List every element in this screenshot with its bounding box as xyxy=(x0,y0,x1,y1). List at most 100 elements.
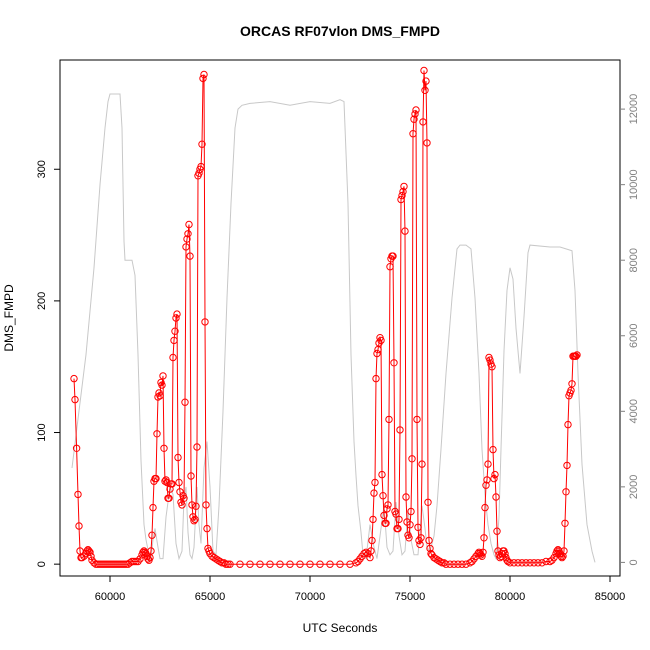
data-point xyxy=(152,474,160,483)
data-point xyxy=(166,485,174,493)
data-point xyxy=(246,560,254,568)
data-point xyxy=(394,524,402,533)
data-point xyxy=(410,115,418,123)
data-point xyxy=(156,392,164,400)
data-point xyxy=(483,476,491,484)
data-point xyxy=(75,522,83,530)
data-point xyxy=(180,494,188,502)
data-point xyxy=(182,243,190,251)
data-point xyxy=(384,501,392,509)
data-point xyxy=(208,552,216,560)
y-tick-label: 100 xyxy=(36,423,48,441)
data-point xyxy=(378,470,386,479)
data-point xyxy=(122,560,130,568)
data-point xyxy=(256,560,264,568)
data-point xyxy=(183,235,191,243)
data-point xyxy=(526,559,534,567)
data-point xyxy=(286,560,294,568)
data-point xyxy=(148,531,156,539)
data-point xyxy=(326,560,334,568)
data-point xyxy=(191,515,199,524)
data-point xyxy=(222,560,230,568)
data-point xyxy=(561,519,569,527)
y-axis-label: DMS_FMPD xyxy=(2,284,16,352)
data-point xyxy=(199,74,207,83)
data-point xyxy=(442,560,450,568)
x-axis: 60000 65000 70000 75000 80000 85000 xyxy=(95,576,625,603)
right-tick-label: 0 xyxy=(628,559,640,565)
data-point xyxy=(422,77,430,85)
data-point xyxy=(538,559,546,567)
data-point xyxy=(87,552,95,560)
y-tick-label: 200 xyxy=(36,292,48,310)
data-point xyxy=(423,139,431,147)
data-point xyxy=(450,560,458,568)
data-point xyxy=(367,547,375,555)
data-point xyxy=(201,318,209,326)
data-point xyxy=(371,478,379,487)
data-point xyxy=(236,560,244,568)
secondary-series-line xyxy=(71,93,596,563)
data-point xyxy=(426,544,434,553)
data-point xyxy=(412,106,420,114)
x-axis-label: UTC Seconds xyxy=(303,621,378,635)
data-point xyxy=(402,493,410,501)
data-point xyxy=(193,443,201,451)
data-point xyxy=(518,559,526,567)
data-point xyxy=(424,498,432,506)
right-tick-label: 12000 xyxy=(628,94,640,125)
data-point xyxy=(421,86,429,95)
data-point xyxy=(489,445,497,454)
right-tick-label: 6000 xyxy=(628,324,640,348)
data-point xyxy=(266,560,274,568)
data-point xyxy=(171,327,179,335)
data-point xyxy=(390,359,398,367)
data-point xyxy=(369,515,377,524)
plot-frame xyxy=(59,59,621,577)
data-point xyxy=(130,557,138,566)
data-point xyxy=(405,534,413,542)
data-point xyxy=(169,353,177,362)
data-point xyxy=(434,556,442,564)
data-point xyxy=(163,478,171,487)
data-point xyxy=(185,220,193,229)
data-point xyxy=(501,549,509,558)
data-point xyxy=(398,191,406,200)
data-point xyxy=(563,461,571,470)
data-point xyxy=(379,492,387,500)
data-point xyxy=(377,336,385,345)
data-point xyxy=(506,559,514,567)
data-point xyxy=(420,66,428,75)
data-point xyxy=(154,393,162,401)
data-point xyxy=(306,560,314,568)
data-point xyxy=(490,474,498,483)
data-point xyxy=(488,363,496,371)
data-point xyxy=(276,560,284,568)
data-point xyxy=(522,559,530,567)
data-point xyxy=(174,453,182,462)
data-point xyxy=(316,560,324,568)
data-point xyxy=(397,195,405,204)
data-point xyxy=(187,472,195,480)
data-point xyxy=(192,502,200,510)
data-point xyxy=(153,430,161,438)
data-point xyxy=(173,310,181,318)
primary-series-layer xyxy=(70,66,581,568)
data-point xyxy=(336,560,344,568)
data-point xyxy=(562,488,570,496)
data-point xyxy=(385,415,393,424)
data-point xyxy=(530,559,538,567)
data-point xyxy=(413,415,421,424)
data-point xyxy=(436,557,444,566)
data-point xyxy=(214,556,222,564)
data-point xyxy=(396,426,404,434)
data-point xyxy=(203,524,211,533)
data-point xyxy=(480,534,488,542)
x-tick-label: 75000 xyxy=(395,591,426,603)
data-point xyxy=(546,557,554,566)
data-point xyxy=(188,501,196,509)
data-point xyxy=(224,560,232,568)
data-point xyxy=(370,489,378,497)
